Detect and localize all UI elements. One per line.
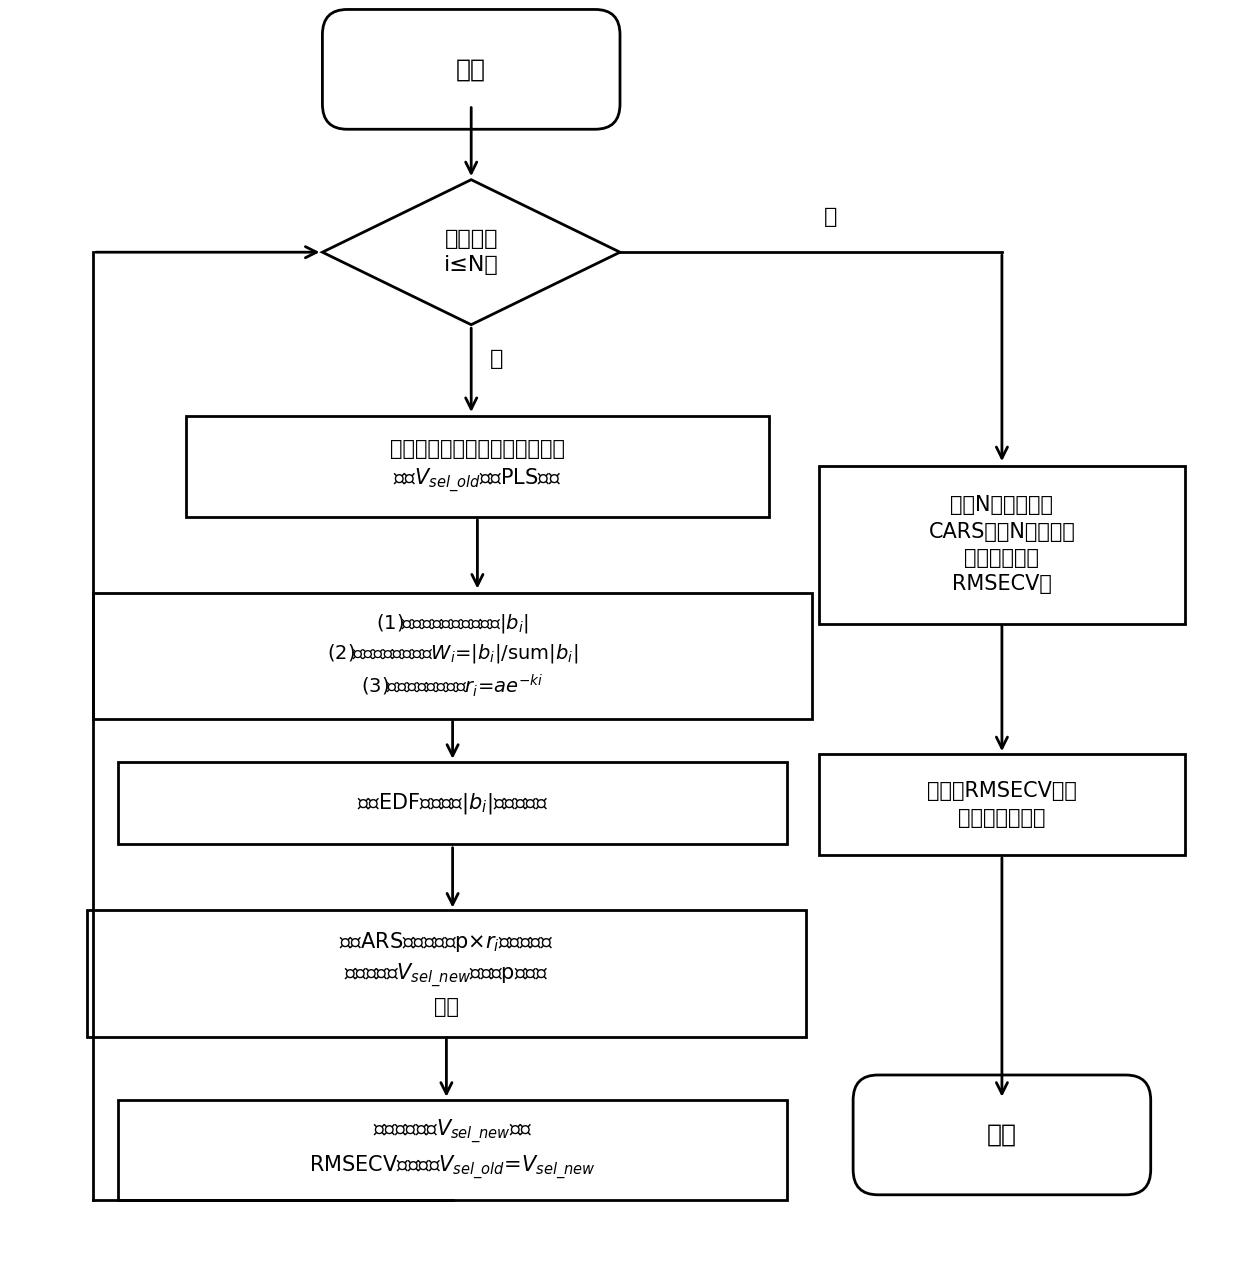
- FancyBboxPatch shape: [118, 762, 787, 845]
- FancyBboxPatch shape: [820, 754, 1184, 855]
- Text: 结束: 结束: [987, 1122, 1017, 1148]
- Text: 开始: 开始: [456, 57, 486, 82]
- Text: 采用ARS采样技术从p×$r_i$个变量中提
取变量子集$V_{sel\_new}$（其中p为变量
数）: 采用ARS采样技术从p×$r_i$个变量中提 取变量子集$V_{sel\_new…: [340, 931, 553, 1016]
- Text: 采样次数
i≤N？: 采样次数 i≤N？: [444, 230, 498, 275]
- FancyBboxPatch shape: [322, 9, 620, 130]
- Text: 是: 是: [490, 349, 503, 369]
- FancyBboxPatch shape: [853, 1074, 1151, 1195]
- FancyBboxPatch shape: [93, 593, 812, 719]
- FancyBboxPatch shape: [186, 416, 769, 517]
- Text: 以一定比例随机抽取样本作为校
正集$V_{sel\_old}$建立PLS模型: 以一定比例随机抽取样本作为校 正集$V_{sel\_old}$建立PLS模型: [389, 439, 565, 494]
- Text: 否: 否: [825, 207, 837, 227]
- FancyBboxPatch shape: [87, 910, 806, 1037]
- FancyBboxPatch shape: [118, 1100, 787, 1200]
- Text: 以最小RMSECV为准
则选取变量子集: 以最小RMSECV为准 则选取变量子集: [928, 782, 1076, 827]
- Polygon shape: [322, 179, 620, 324]
- FancyBboxPatch shape: [820, 467, 1184, 624]
- Text: 通过N次采样后，
CARS得到N个变量子
集及其对应的
RMSECV值: 通过N次采样后， CARS得到N个变量子 集及其对应的 RMSECV值: [929, 496, 1075, 594]
- Text: 基于变量子集$V_{sel\_new}$计算
RMSECV，然后令$V_{sel\_old}$=$V_{sel\_new}$: 基于变量子集$V_{sel\_new}$计算 RMSECV，然后令$V_{sel…: [309, 1117, 596, 1183]
- Text: 利用EDF强行筛除|$b_i$|较小的变量: 利用EDF强行筛除|$b_i$|较小的变量: [357, 791, 548, 816]
- Text: (1)记录回归系数的绝对值|$b_i$|
(2)评价波长的重要性$W_i$=|$b_i$|/sum|$b_i$|
(3)计算变量的保存率$r_i$=$ae^{-: (1)记录回归系数的绝对值|$b_i$| (2)评价波长的重要性$W_i$=|$…: [327, 612, 578, 700]
